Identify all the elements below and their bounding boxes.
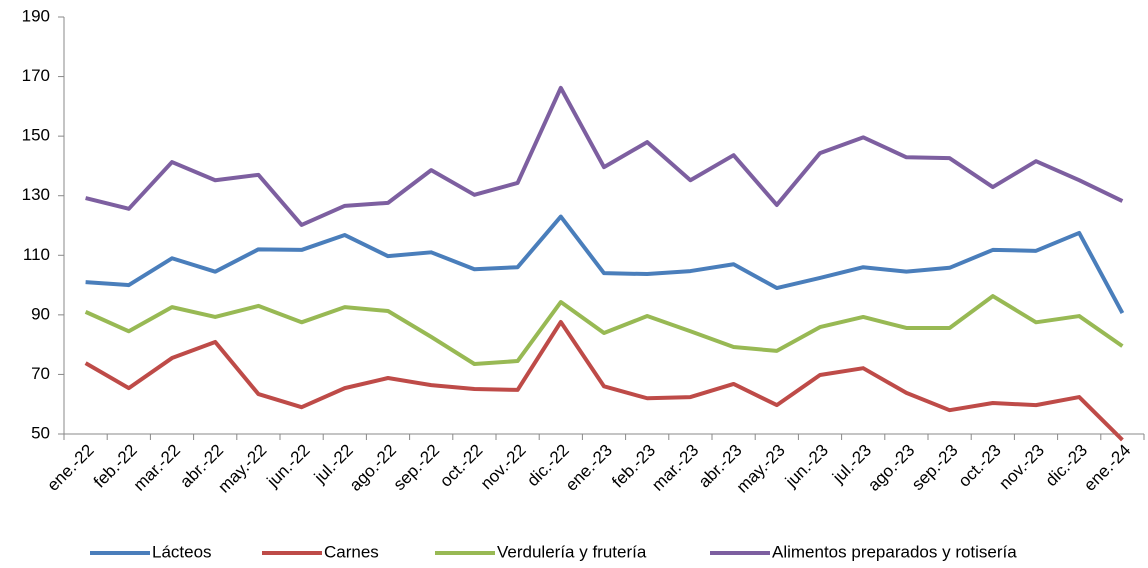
series-line: [84, 320, 1124, 442]
x-tick-label: ene.-22: [43, 441, 97, 495]
x-tick-label: mar.-23: [648, 441, 702, 495]
x-tick-label: ago.-22: [346, 441, 400, 495]
y-tick-label: 110: [23, 245, 50, 264]
series-line: [85, 214, 1125, 315]
x-tick-label: sep.-22: [390, 441, 444, 495]
x-tick-label: sep.-23: [908, 441, 962, 495]
x-tick-label: ene.-24: [1080, 441, 1134, 495]
x-tick-label: ene.-23: [562, 441, 616, 495]
series-line: [84, 294, 1124, 367]
y-tick-label: 130: [22, 185, 50, 204]
x-tick-label: oct.-23: [955, 441, 1005, 491]
y-tick-label: 70: [31, 364, 50, 383]
legend-label: Alimentos preparados y rotisería: [772, 542, 1017, 561]
x-tick-label: jun.-23: [781, 441, 832, 492]
x-tick-label: jun.-22: [263, 441, 314, 492]
legend-label: Lácteos: [152, 542, 212, 561]
x-tick-label: nov.-22: [477, 441, 530, 494]
y-tick-label: 90: [31, 304, 50, 323]
x-tick-label: ago.-23: [864, 441, 918, 495]
y-tick-label: 170: [22, 66, 50, 85]
x-tick-label: may.-22: [214, 441, 270, 497]
legend-label: Verdulería y frutería: [497, 542, 647, 561]
x-tick-label: mar.-22: [130, 441, 184, 495]
y-tick-label: 150: [22, 126, 50, 145]
y-tick-label: 50: [31, 423, 50, 442]
x-tick-label: oct.-22: [436, 441, 486, 491]
legend-label: Carnes: [324, 542, 379, 561]
y-tick-label: 190: [22, 6, 50, 25]
series-line: [85, 85, 1124, 227]
x-tick-label: nov.-23: [995, 441, 1048, 494]
x-tick-label: may.-23: [733, 441, 789, 497]
